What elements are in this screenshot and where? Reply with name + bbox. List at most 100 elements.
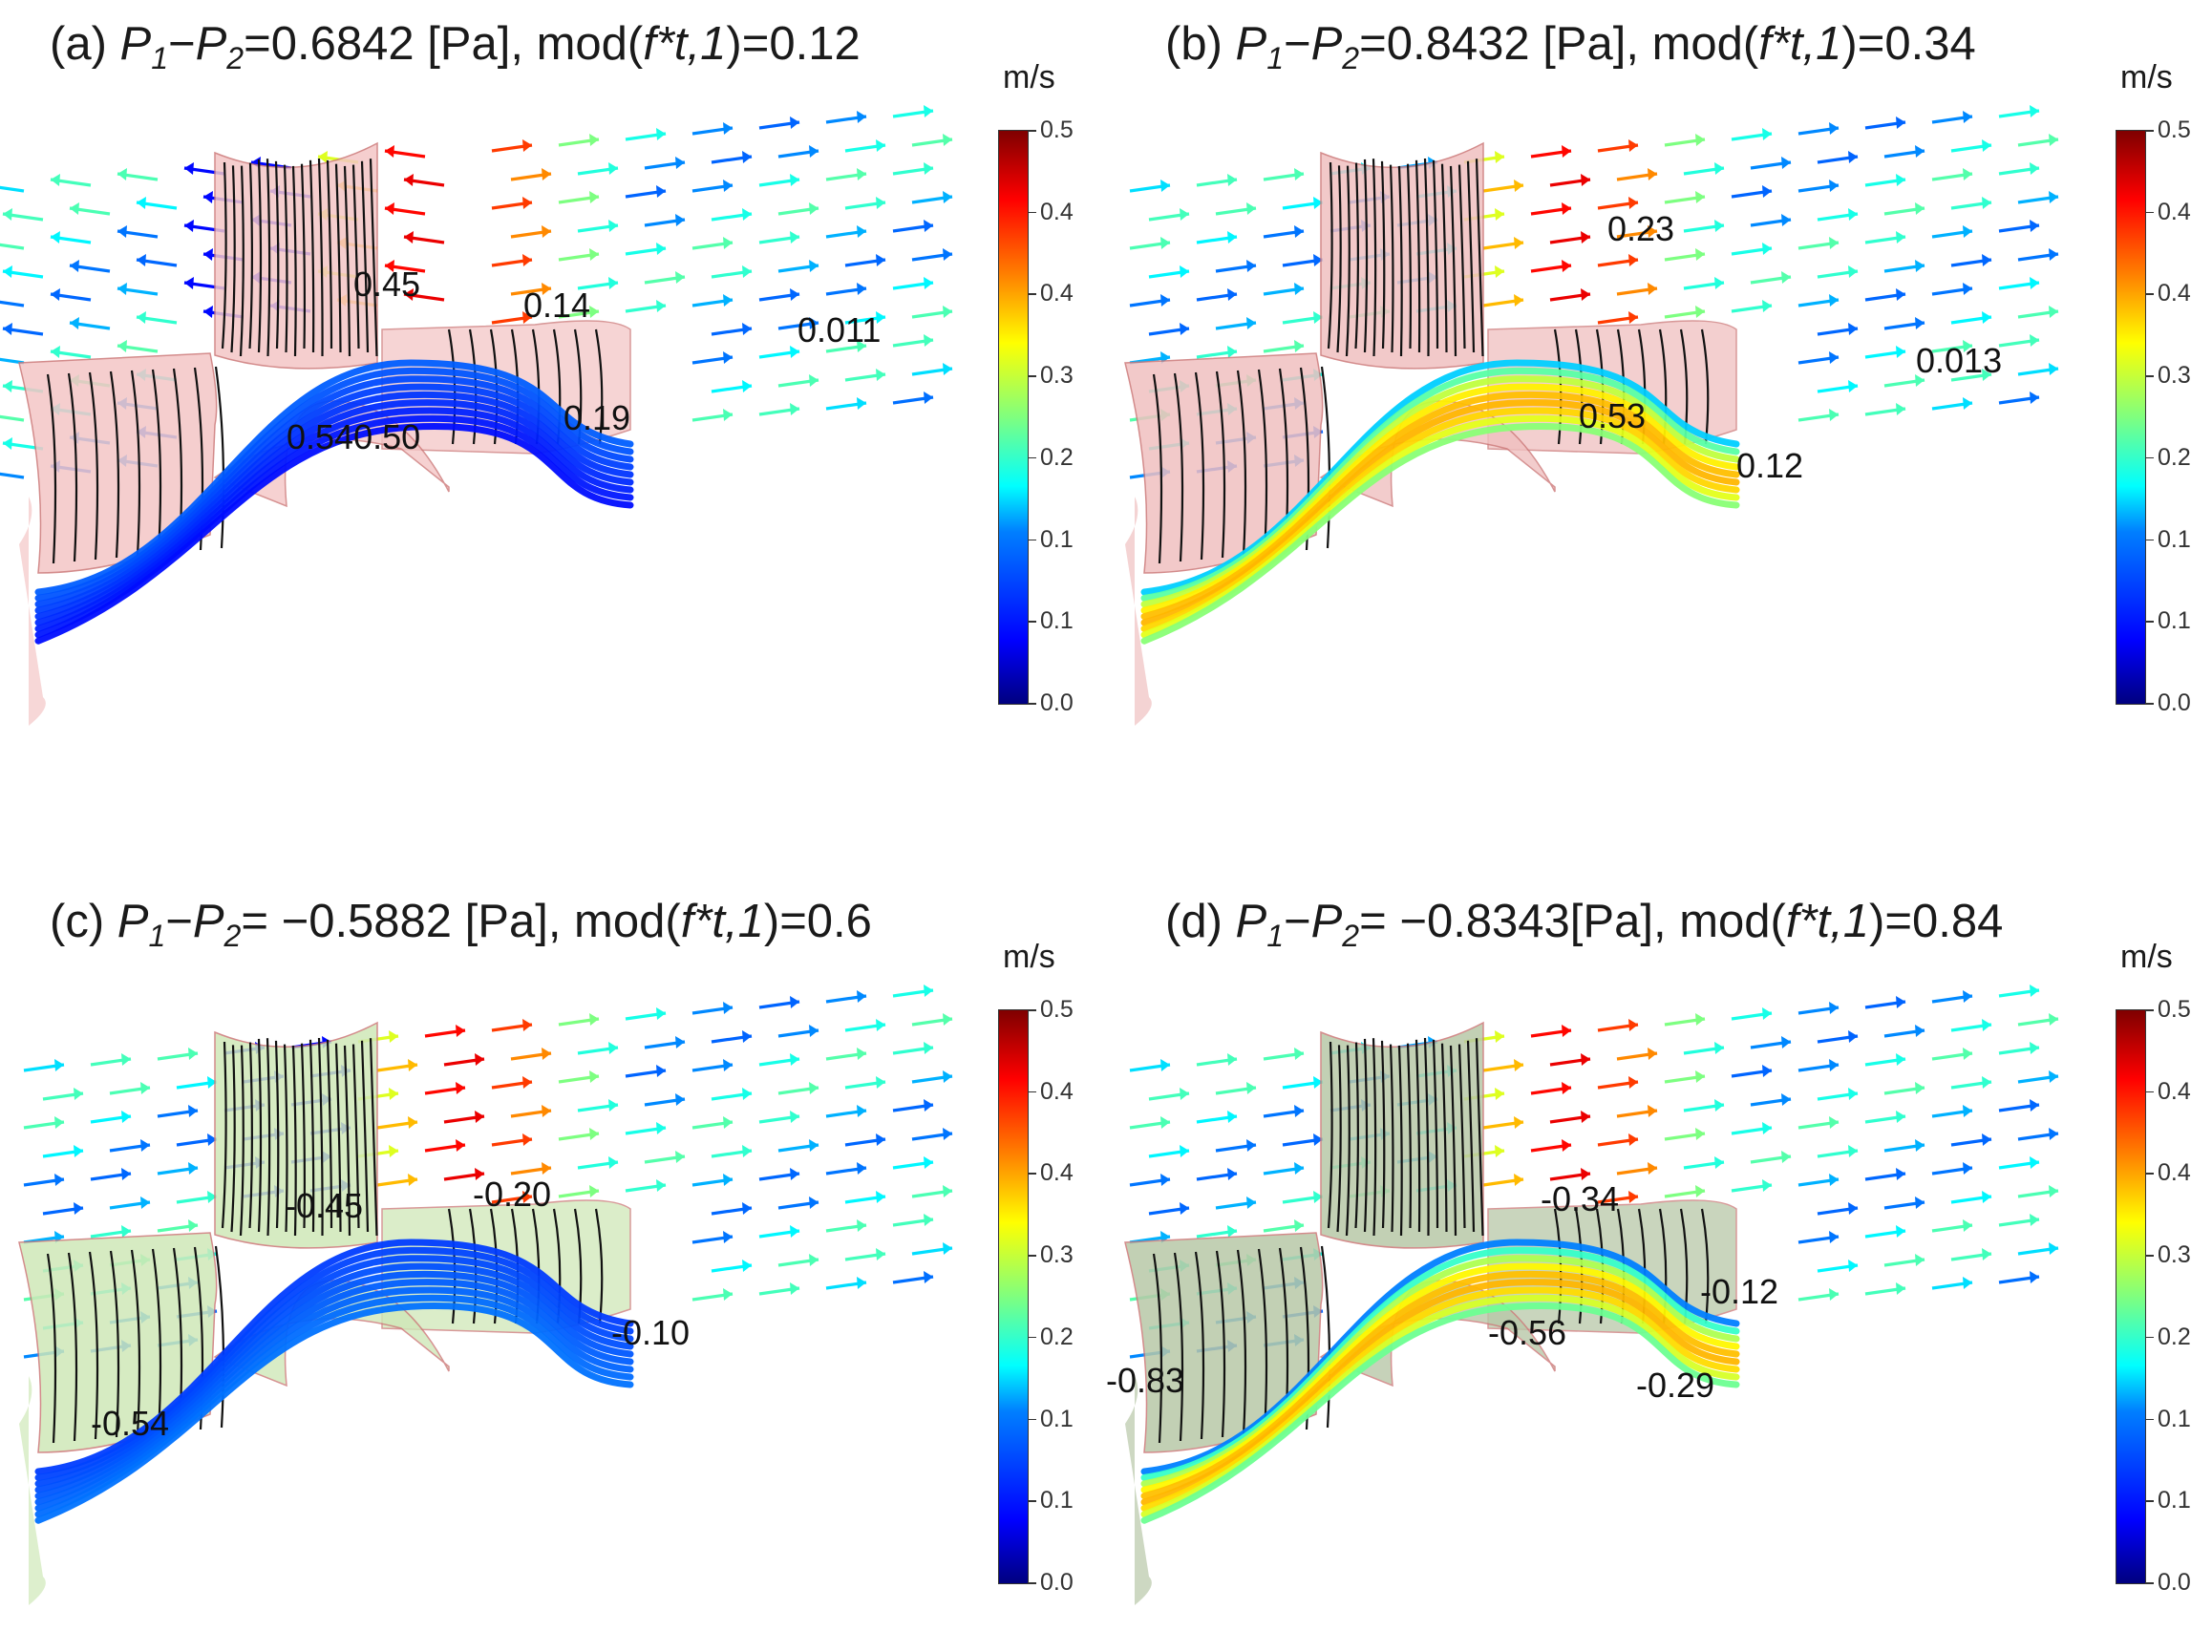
streamlines xyxy=(1140,359,1740,645)
arrow-head xyxy=(117,340,127,352)
contour-value-label: -0.20 xyxy=(473,1175,551,1214)
arrow-head xyxy=(2049,306,2058,318)
contour-line xyxy=(109,1250,120,1438)
arrow-head xyxy=(1227,1053,1237,1066)
arrow-head xyxy=(1848,380,1858,392)
arrow-head xyxy=(589,191,599,203)
contour-line xyxy=(447,1208,457,1324)
arrow-head xyxy=(589,248,599,261)
arrow-head xyxy=(742,1088,752,1100)
contour-line xyxy=(1320,366,1331,549)
arrow-head xyxy=(522,311,532,324)
arrow-head xyxy=(790,116,799,129)
arrow-head xyxy=(809,1139,819,1152)
arrow-head xyxy=(1915,1197,1925,1209)
arrow-head xyxy=(137,254,146,266)
contour-line xyxy=(274,160,280,349)
arrow-head xyxy=(1581,231,1590,244)
arrow-head xyxy=(1829,1231,1839,1243)
arrow-head xyxy=(1963,340,1972,352)
colorbar-tickmark xyxy=(2146,539,2154,541)
arrow-head xyxy=(1227,231,1237,244)
arrow-head xyxy=(1915,145,1925,158)
colorbar-tickmark xyxy=(1029,1009,1036,1011)
arrow-head xyxy=(1695,1070,1705,1083)
arrow-head xyxy=(790,1168,799,1180)
arrow-head xyxy=(1915,1025,1925,1037)
arrow-head xyxy=(542,168,551,180)
arrow-head xyxy=(1246,1197,1256,1209)
arrow-head xyxy=(1294,1219,1304,1232)
arrow-head xyxy=(608,277,618,289)
arrow-head xyxy=(656,1007,666,1020)
arrow-head xyxy=(1848,1260,1858,1272)
arrow-head xyxy=(2049,1070,2058,1083)
arrow-head xyxy=(70,317,79,329)
arrow-head xyxy=(675,1093,685,1106)
colorbar-tickmark xyxy=(1029,293,1036,295)
arrow-head xyxy=(121,1053,131,1066)
arrow-head xyxy=(389,1088,398,1100)
arrow-head xyxy=(74,1145,83,1157)
arrow-head xyxy=(385,202,394,215)
arrow-head xyxy=(924,162,933,175)
arrow-head xyxy=(1581,1111,1590,1123)
arrow-head xyxy=(207,1076,217,1089)
arrow-head xyxy=(2049,1242,2058,1255)
velocity-arrow xyxy=(0,414,25,422)
arrow-head xyxy=(3,208,12,221)
arrow-head xyxy=(1896,996,1905,1008)
colorbar-unit: m/s xyxy=(1003,59,1055,95)
contour-line xyxy=(326,1039,333,1229)
arrow-head xyxy=(656,128,666,140)
arrow-head xyxy=(723,1116,733,1129)
contour-line xyxy=(1553,328,1563,445)
colorbar-tick-label: 0.1 xyxy=(2158,525,2191,553)
colorbar-tick-label: 0.5 xyxy=(2158,116,2191,143)
arrow-head xyxy=(1848,323,1858,335)
contour-line xyxy=(326,159,333,349)
colorbar-tickmark xyxy=(2146,293,2154,295)
arrow-head xyxy=(1982,1133,1991,1146)
arrow-head xyxy=(1294,1048,1304,1060)
arrow-head xyxy=(1514,294,1523,307)
arrow-head xyxy=(857,1219,866,1232)
colorbar-tickmark xyxy=(1029,375,1036,377)
arrow-head xyxy=(1982,139,1991,152)
arrow-head xyxy=(1848,1030,1858,1043)
panel-a: (a) P1−P2=0.6842 [Pa], mod(f*t,1)=0.12 0… xyxy=(0,0,1106,826)
contour-value-label: -0.34 xyxy=(1541,1179,1619,1218)
arrow-head xyxy=(1180,208,1189,221)
contour-line xyxy=(230,1045,236,1233)
arrow-head xyxy=(675,271,685,284)
colorbar-tick-label: 0.3 xyxy=(2158,362,2191,390)
arrow-head xyxy=(1562,1139,1571,1152)
colorbar-tick-label: 0.1 xyxy=(1040,607,1074,635)
arrow-head xyxy=(1963,111,1972,123)
contour-line xyxy=(221,1041,227,1229)
arrow-head xyxy=(2049,248,2058,261)
colorbar-tick-label: 0.2 xyxy=(1040,443,1074,471)
colorbar-tick-label: 0.4 xyxy=(1040,1159,1074,1187)
arrow-head xyxy=(1915,374,1925,387)
contour-line xyxy=(151,1248,162,1434)
arrow-head xyxy=(1848,1088,1858,1100)
colorbar-tickmark xyxy=(2146,1418,2154,1421)
arrow-head xyxy=(1313,1133,1323,1146)
contour-line xyxy=(1152,1253,1163,1444)
contour-line xyxy=(1449,1045,1457,1237)
arrow-head xyxy=(2030,1271,2039,1283)
arrow-head xyxy=(1294,1105,1304,1117)
arrow-head xyxy=(1180,1202,1189,1215)
contour-line xyxy=(239,1045,245,1237)
arrow-head xyxy=(1982,197,1991,209)
contour-line xyxy=(248,1042,253,1229)
arrow-head xyxy=(2049,134,2058,146)
arrow-head xyxy=(742,1260,752,1272)
arrow-head xyxy=(1963,283,1972,295)
arrow-head xyxy=(51,288,60,301)
arrow-head xyxy=(1829,409,1839,421)
arrow-head xyxy=(207,1191,217,1203)
arrow-head xyxy=(1562,260,1571,272)
arrow-head xyxy=(943,1013,952,1026)
